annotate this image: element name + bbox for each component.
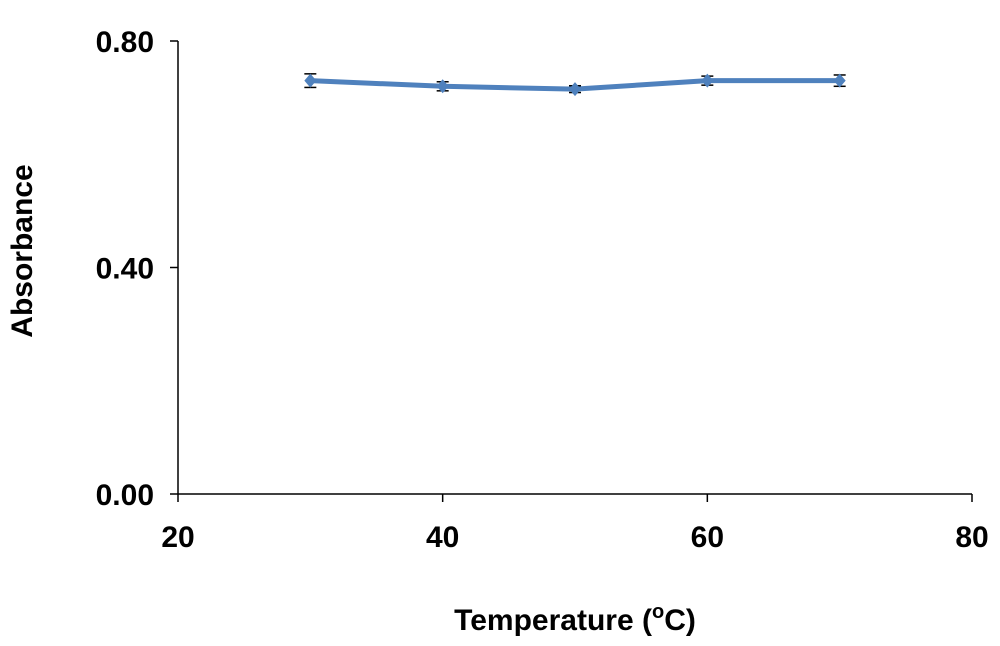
data-point xyxy=(304,73,317,88)
x-tick-label: 80 xyxy=(955,521,988,554)
data-series xyxy=(304,73,846,97)
y-tick-label: 0.00 xyxy=(96,479,154,512)
x-axis-title-end: C) xyxy=(664,604,696,637)
data-point xyxy=(569,82,581,97)
x-axis-title: Temperature (oC) xyxy=(454,601,696,637)
data-point xyxy=(833,73,846,88)
x-tick-label: 60 xyxy=(691,521,724,554)
data-point xyxy=(701,73,714,88)
x-axis-title-superscript: o xyxy=(652,601,664,623)
y-axis-title: Absorbance xyxy=(6,164,39,337)
y-tick-label: 0.80 xyxy=(96,26,154,59)
y-tick-label: 0.40 xyxy=(96,253,154,286)
tick-labels: 0.00 0.40 0.80 20 40 60 80 xyxy=(96,26,989,554)
x-tick-label: 20 xyxy=(161,521,194,554)
x-axis-title-main: Temperature ( xyxy=(454,604,652,637)
tick-marks xyxy=(170,40,973,502)
data-point xyxy=(436,79,449,94)
axes xyxy=(177,41,972,495)
x-tick-label: 40 xyxy=(426,521,459,554)
